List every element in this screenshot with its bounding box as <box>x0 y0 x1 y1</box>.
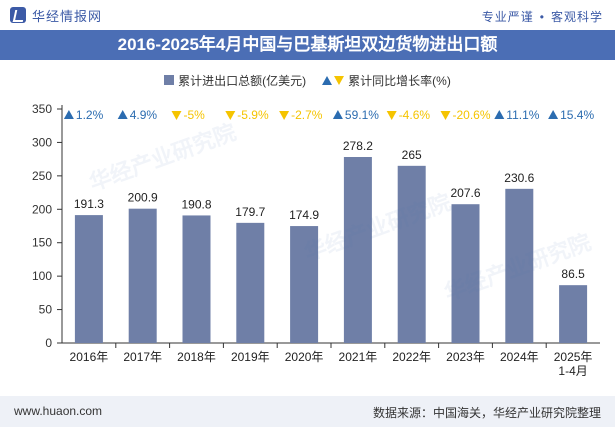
x-tick-label: 2019年 <box>231 350 270 364</box>
bar-4 <box>236 222 265 343</box>
y-tick-label: 100 <box>32 269 52 283</box>
legend-swatch-total <box>164 75 175 85</box>
tagline-right: 客观科学 <box>550 10 603 24</box>
footer-source: 数据来源：中国海关，华经产业研究院整理 <box>372 406 601 420</box>
legend-up-triangle-icon <box>322 75 333 85</box>
tagline-separator: • <box>539 10 545 24</box>
footer-website: www.huaon.com <box>14 404 103 418</box>
x-tick-label: 2017年 <box>123 350 162 364</box>
growth-label: -5% <box>184 108 206 122</box>
bar-value-label: 191.3 <box>74 197 104 211</box>
x-tick-label: 2022年 <box>392 350 431 364</box>
growth-down-triangle-icon <box>171 111 182 120</box>
legend-label-total: 累计进出口总额(亿美元) <box>178 73 307 88</box>
bar-value-label: 207.6 <box>450 186 480 200</box>
logo: 华经情报网 <box>10 6 102 24</box>
x-tick-label: 2023年 <box>446 350 485 364</box>
bar-value-label: 230.6 <box>504 171 534 185</box>
growth-up-triangle-icon <box>117 110 128 119</box>
y-tick-label: 150 <box>32 236 52 250</box>
logo-text: 华经情报网 <box>32 8 103 24</box>
bar-chart: 0 50 100 150 200 250 300 350 191.3 2016年 1.2% 200.9… <box>32 102 600 378</box>
title-band: 2016-2025年4月中国与巴基斯坦双边货物进出口额 <box>0 30 615 60</box>
bar-value-label: 190.8 <box>181 197 211 211</box>
bar-7 <box>397 165 426 343</box>
x-tick-label: 2016年 <box>70 350 109 364</box>
bar-6 <box>343 157 372 343</box>
legend-down-triangle-icon <box>334 75 345 85</box>
bar-value-label: 278.2 <box>343 139 373 153</box>
y-tick-label: 300 <box>32 135 52 149</box>
y-tick-label: 250 <box>32 169 52 183</box>
legend: 累计进出口总额(亿美元) 累计同比增长率(%) <box>0 70 615 90</box>
bar-3 <box>182 215 211 343</box>
growth-up-triangle-icon <box>494 110 505 119</box>
footer-bar: www.huaon.com 数据来源：中国海关，华经产业研究院整理 <box>0 396 615 427</box>
growth-up-triangle-icon <box>332 110 343 119</box>
growth-label: -4.6% <box>399 108 431 122</box>
x-tick-label: 2018年 <box>177 350 216 364</box>
growth-up-triangle-icon <box>548 110 559 119</box>
growth-label: -2.7% <box>291 108 323 122</box>
growth-label: -20.6% <box>453 108 491 122</box>
x-tick-label: 2025年 <box>554 350 593 364</box>
growth-label: 11.1% <box>506 108 539 122</box>
x-tick-label: 1-4月 <box>558 364 587 378</box>
growth-label: -5.9% <box>237 108 269 122</box>
legend-item-total: 累计进出口总额(亿美元) <box>164 72 306 89</box>
legend-label-growth: 累计同比增长率(%) <box>348 73 451 88</box>
tagline-left: 专业严谨 <box>481 10 534 24</box>
growth-up-triangle-icon <box>63 110 74 119</box>
bar-5 <box>290 226 319 343</box>
growth-down-triangle-icon <box>279 111 290 120</box>
y-tick-label: 200 <box>32 202 52 216</box>
legend-item-growth: 累计同比增长率(%) <box>322 72 451 89</box>
growth-label: 59.1% <box>345 108 379 122</box>
x-tick-label: 2020年 <box>285 350 324 364</box>
logo-icon <box>10 7 26 23</box>
chart-title: 2016-2025年4月中国与巴基斯坦双边货物进出口额 <box>117 35 498 54</box>
y-tick-label: 350 <box>32 102 52 116</box>
bar-8 <box>451 204 480 343</box>
x-tick-label: 2021年 <box>339 350 378 364</box>
growth-label: 15.4% <box>560 108 594 122</box>
x-tick-label: 2024年 <box>500 350 539 364</box>
tagline: 专业严谨 • 客观科学 <box>482 8 603 25</box>
bar-value-label: 86.5 <box>561 267 585 281</box>
bar-value-label: 265 <box>402 148 422 162</box>
bar-2 <box>128 208 157 343</box>
bar-9 <box>505 188 534 343</box>
y-tick-label: 0 <box>45 336 52 350</box>
growth-label: 4.9% <box>130 108 158 122</box>
growth-down-triangle-icon <box>386 111 397 120</box>
y-tick-label: 50 <box>39 303 53 317</box>
bar-1 <box>74 215 103 343</box>
bar-value-label: 200.9 <box>128 191 158 205</box>
growth-down-triangle-icon <box>440 111 451 120</box>
growth-down-triangle-icon <box>225 111 236 120</box>
bar-value-label: 174.9 <box>289 208 319 222</box>
bar-10 <box>559 285 588 343</box>
header-bar: 华经情报网 专业严谨 • 客观科学 <box>0 0 615 30</box>
bar-value-label: 179.7 <box>235 205 265 219</box>
growth-label: 1.2% <box>76 108 104 122</box>
